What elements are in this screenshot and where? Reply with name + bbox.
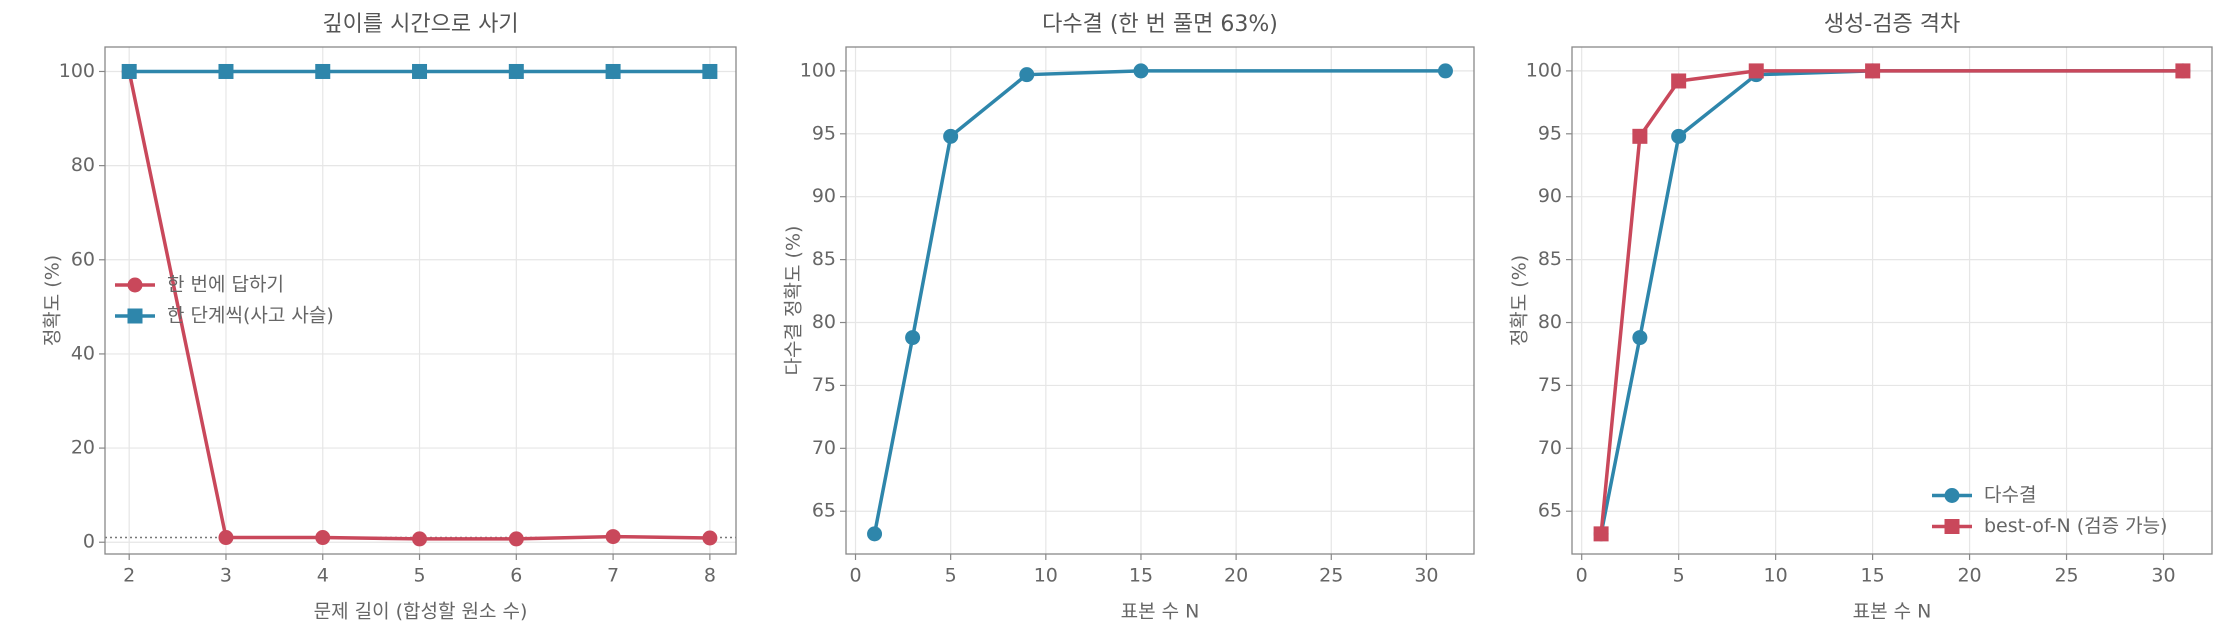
y-tick-label: 100 bbox=[800, 59, 836, 81]
y-tick-label: 40 bbox=[71, 342, 95, 364]
x-axis-label: 표본 수 N bbox=[1853, 601, 1932, 623]
legend-label: 한 번에 답하기 bbox=[167, 274, 284, 296]
marker bbox=[1671, 128, 1687, 144]
marker bbox=[605, 529, 621, 545]
y-tick-label: 100 bbox=[1526, 59, 1562, 81]
y-tick-label: 75 bbox=[812, 374, 836, 396]
marker bbox=[1865, 63, 1881, 79]
x-tick-label: 5 bbox=[945, 565, 957, 587]
plot-frame bbox=[845, 46, 1475, 555]
x-tick-label: 0 bbox=[849, 565, 861, 587]
marker bbox=[218, 63, 234, 79]
x-tick-label: 20 bbox=[1224, 565, 1248, 587]
chart-title: 생성-검증 격차 bbox=[1824, 12, 1960, 37]
marker bbox=[702, 63, 718, 79]
x-axis-label: 표본 수 N bbox=[1121, 601, 1200, 623]
x-tick-label: 15 bbox=[1861, 565, 1885, 587]
x-tick-label: 6 bbox=[510, 565, 522, 587]
y-tick-label: 90 bbox=[812, 185, 836, 207]
marker bbox=[1019, 67, 1035, 83]
x-tick-label: 10 bbox=[1034, 565, 1058, 587]
y-tick-label: 70 bbox=[1538, 437, 1562, 459]
marker bbox=[702, 530, 718, 546]
y-tick-label: 85 bbox=[812, 248, 836, 270]
x-tick-label: 20 bbox=[1957, 565, 1981, 587]
y-tick-label: 95 bbox=[812, 122, 836, 144]
legend-label: 한 단계씩(사고 사슬) bbox=[167, 305, 334, 327]
legend-marker bbox=[1944, 519, 1960, 534]
marker bbox=[1632, 330, 1648, 346]
marker bbox=[867, 526, 883, 542]
plot-frame bbox=[104, 46, 737, 555]
x-tick-label: 5 bbox=[1673, 565, 1685, 587]
marker bbox=[2175, 63, 2191, 79]
x-tick-label: 8 bbox=[704, 565, 716, 587]
marker bbox=[905, 330, 921, 346]
marker bbox=[1133, 63, 1149, 79]
x-tick-label: 25 bbox=[2054, 565, 2078, 587]
y-tick-label: 20 bbox=[71, 437, 95, 459]
legend-marker bbox=[1944, 488, 1960, 503]
y-tick-label: 95 bbox=[1538, 122, 1562, 144]
chart-title: 다수결 (한 번 풀면 63%) bbox=[1042, 12, 1278, 37]
series-line bbox=[1599, 69, 2183, 535]
y-tick-label: 80 bbox=[1538, 311, 1562, 333]
series-line bbox=[1599, 69, 2183, 535]
marker bbox=[121, 63, 137, 79]
x-tick-label: 7 bbox=[607, 565, 619, 587]
x-tick-label: 25 bbox=[1319, 565, 1343, 587]
x-tick-label: 10 bbox=[1764, 565, 1788, 587]
legend-label: 다수결 bbox=[1984, 484, 2036, 506]
x-axis-label: 문제 길이 (합성할 원소 수) bbox=[314, 601, 528, 623]
chart-title: 깊이를 시간으로 사기 bbox=[322, 12, 518, 37]
chart-panel: 0 5 10 15 20 25 30 65 70 75 80 85 90 95 100 생성-검증 격차표본 … bbox=[1509, 12, 2213, 623]
legend-label: best-of-N (검증 가능) bbox=[1984, 515, 2167, 537]
y-tick-label: 80 bbox=[812, 311, 836, 333]
marker bbox=[315, 63, 331, 79]
x-tick-label: 3 bbox=[220, 565, 232, 587]
legend-marker bbox=[127, 277, 143, 293]
x-tick-label: 0 bbox=[1576, 565, 1588, 587]
marker bbox=[508, 531, 524, 547]
y-tick-label: 70 bbox=[812, 437, 836, 459]
marker bbox=[412, 531, 428, 547]
y-axis-label: 정확도 (%) bbox=[42, 255, 64, 346]
y-tick-label: 65 bbox=[1538, 500, 1562, 522]
y-tick-label: 75 bbox=[1538, 374, 1562, 396]
chart-panel: 0 5 10 15 20 25 30 65 70 75 80 85 90 95 100 다수결 (한 번 풀면… bbox=[783, 12, 1475, 623]
legend-marker bbox=[127, 308, 143, 324]
marker bbox=[1632, 128, 1648, 144]
y-tick-label: 100 bbox=[59, 60, 95, 82]
marker bbox=[1748, 63, 1764, 79]
plot-frame bbox=[1571, 46, 2213, 555]
x-tick-label: 5 bbox=[413, 565, 425, 587]
y-axis-label: 다수결 정확도 (%) bbox=[783, 226, 805, 376]
marker bbox=[1437, 63, 1453, 79]
marker bbox=[1671, 73, 1687, 89]
y-tick-label: 0 bbox=[83, 531, 95, 553]
marker bbox=[218, 530, 234, 546]
x-tick-label: 15 bbox=[1129, 565, 1153, 587]
y-tick-label: 65 bbox=[812, 500, 836, 522]
marker bbox=[412, 63, 428, 79]
x-tick-label: 2 bbox=[123, 565, 135, 587]
marker bbox=[943, 128, 959, 144]
y-tick-label: 60 bbox=[71, 248, 95, 270]
series-line bbox=[872, 69, 1446, 535]
marker bbox=[1593, 526, 1609, 542]
y-axis-label: 정확도 (%) bbox=[1509, 255, 1531, 346]
y-tick-label: 80 bbox=[71, 154, 95, 176]
marker bbox=[605, 63, 621, 79]
x-tick-label: 30 bbox=[1414, 565, 1438, 587]
y-tick-label: 85 bbox=[1538, 248, 1562, 270]
y-tick-label: 90 bbox=[1538, 185, 1562, 207]
x-tick-label: 4 bbox=[317, 565, 329, 587]
marker bbox=[315, 530, 331, 546]
x-tick-label: 30 bbox=[2151, 565, 2175, 587]
marker bbox=[508, 63, 524, 79]
